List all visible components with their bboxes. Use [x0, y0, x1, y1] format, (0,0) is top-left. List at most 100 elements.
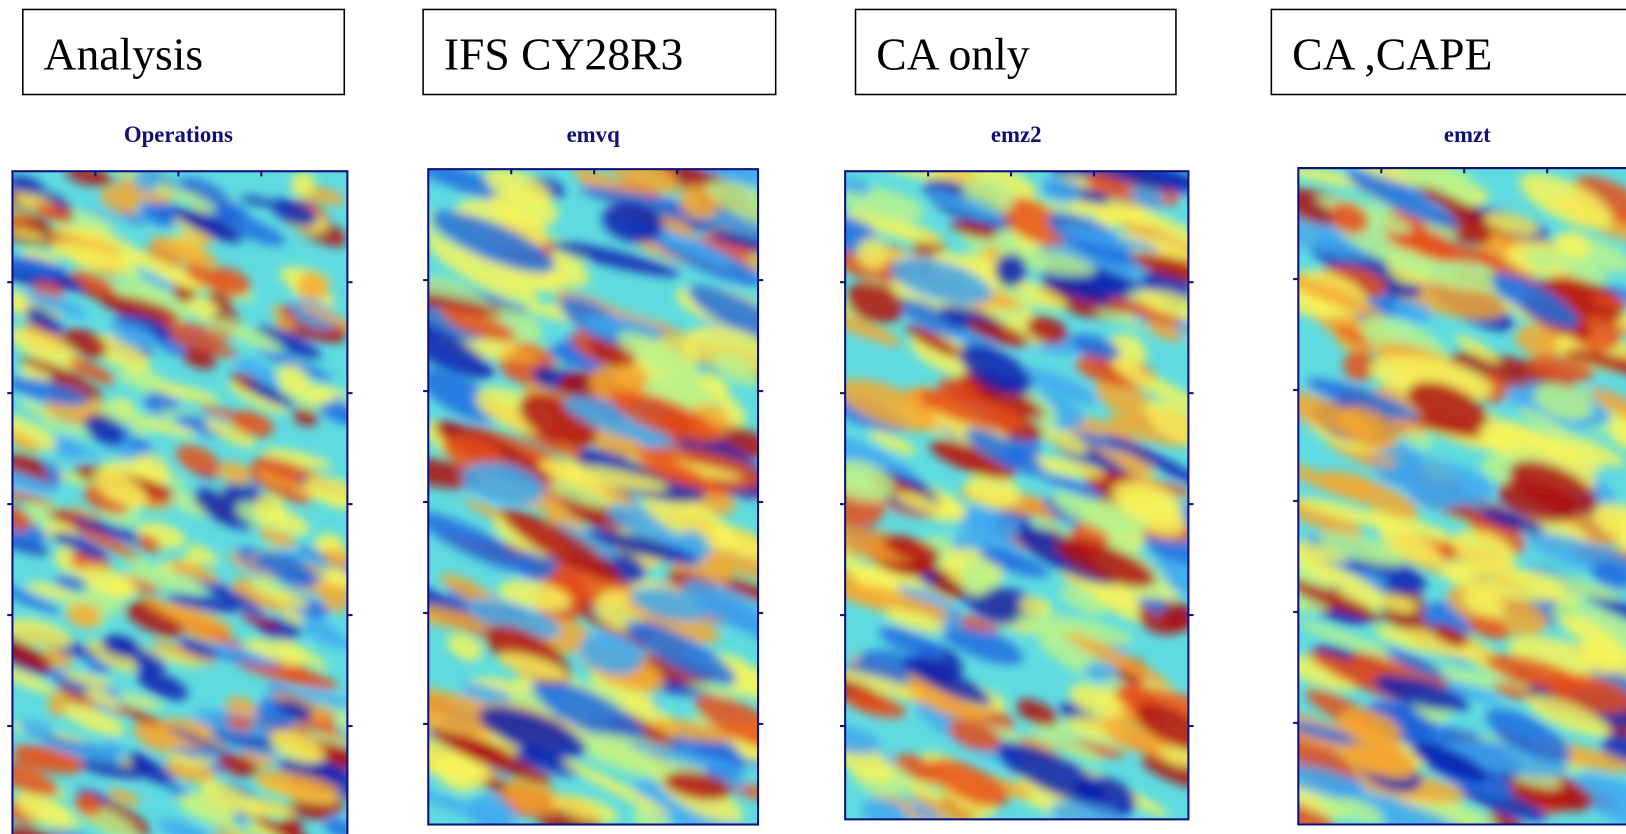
field-blob: [18, 399, 60, 422]
field: [12, 171, 348, 834]
field-blob: [187, 544, 219, 565]
field-blob: [552, 794, 619, 823]
field-blob: [428, 169, 529, 206]
field-blobs: [845, 171, 1189, 820]
field-blob: [428, 289, 504, 316]
field-blob: [1337, 405, 1397, 450]
field-blob: [1347, 479, 1420, 519]
panel-subtitle: emvq: [567, 122, 621, 147]
field-blob: [938, 621, 1023, 665]
field-blob: [151, 640, 216, 665]
field-blob: [269, 730, 325, 764]
field-blob: [146, 381, 220, 403]
field-blob: [1306, 378, 1420, 421]
field-blob: [140, 201, 179, 227]
field-blob: [22, 290, 88, 318]
field-blob: [119, 693, 163, 710]
field-blob: [1514, 325, 1565, 358]
field-blob: [1131, 253, 1189, 287]
field-blob: [1373, 675, 1470, 712]
field-blob: [1374, 625, 1476, 658]
field-blob: [1339, 708, 1403, 747]
field-blob: [279, 817, 304, 834]
field-blob: [890, 257, 993, 305]
field-blob: [133, 722, 179, 754]
field-blob: [107, 788, 141, 806]
field-blob: [63, 704, 126, 736]
field-blob: [12, 744, 85, 766]
field-blob: [862, 171, 979, 188]
field-blob: [997, 196, 1070, 246]
field-blob: [1023, 455, 1105, 478]
field-blob: [195, 577, 263, 614]
field-blob: [136, 670, 189, 701]
field-blob: [141, 597, 219, 631]
field-blob: [101, 634, 140, 658]
field-blob: [845, 583, 950, 620]
field-blob: [12, 410, 57, 451]
field-blob: [170, 746, 218, 759]
field-blob: [868, 430, 917, 455]
field: [845, 171, 1189, 820]
field-blob: [1544, 249, 1608, 285]
field-blob: [227, 381, 288, 414]
field-blob: [502, 347, 538, 362]
field-blob: [712, 233, 759, 252]
field-blob: [1135, 703, 1189, 751]
field-blob: [1146, 319, 1183, 342]
field-blob: [26, 498, 63, 527]
field-blob: [270, 198, 318, 227]
field-blob: [498, 580, 571, 611]
field-blob: [20, 248, 61, 264]
field-blob: [1533, 383, 1593, 420]
field-blob: [630, 586, 712, 621]
field-blob: [695, 694, 759, 750]
field-blob: [69, 516, 152, 545]
field-blob: [1394, 168, 1479, 203]
field-blob: [1455, 335, 1500, 363]
field-blob: [153, 319, 233, 342]
panel: CA ,CAPE emzt: [1270, 8, 1626, 826]
field-blob: [217, 752, 258, 777]
field-blob: [1478, 509, 1545, 533]
field-blob: [276, 638, 328, 670]
field-blob: [12, 255, 67, 277]
field-blob: [1056, 227, 1160, 252]
field-blob: [51, 531, 108, 560]
field-blob: [1298, 719, 1377, 749]
field-blob: [442, 308, 517, 342]
field-blob: [121, 566, 207, 594]
field-blob: [652, 229, 738, 268]
field-blob: [1070, 333, 1121, 360]
field-blob: [257, 347, 333, 382]
field-blob: [86, 640, 137, 673]
field-blob: [1368, 700, 1440, 749]
plot-frame: [1297, 167, 1626, 826]
field-blob: [1411, 741, 1489, 783]
field-blob: [48, 741, 123, 763]
field-blob: [133, 172, 160, 192]
field-blob: [1107, 297, 1185, 325]
field-blob: [428, 457, 480, 489]
field-blob: [1050, 800, 1126, 820]
field-blob: [100, 186, 140, 215]
field-blob: [1402, 429, 1434, 448]
field-blob: [651, 719, 733, 743]
field-blob: [845, 309, 903, 346]
field-blob: [272, 317, 297, 330]
field-blob: [324, 568, 348, 584]
field-blob: [1298, 456, 1372, 504]
field-blob: [1064, 632, 1172, 688]
field-blob: [1491, 272, 1580, 329]
field-blob: [710, 575, 759, 609]
field-blob: [1317, 531, 1405, 567]
field-blob: [160, 329, 238, 358]
field-blob: [428, 687, 508, 736]
field-blob: [1449, 351, 1575, 392]
panel-label: Analysis: [44, 29, 204, 80]
field-blob: [1573, 176, 1626, 226]
field-blob: [905, 324, 962, 358]
panel: CA only emz2: [839, 8, 1194, 821]
field-blob: [911, 793, 982, 820]
